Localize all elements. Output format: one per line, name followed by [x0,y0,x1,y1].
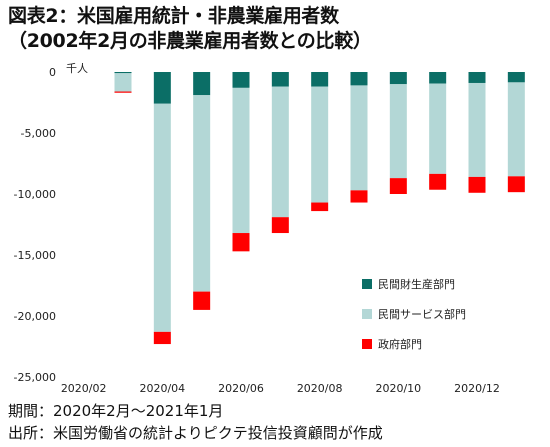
y-tick-label: -10,000 [14,188,56,201]
legend-label: 民間財生産部門 [378,277,455,291]
bar-segment-goods [429,72,447,84]
stacked-bar-chart: 0 -5,000 -10,000 -15,000 -20,000 -25,000 2020… [14,66,525,395]
period-note: 期間：2020年2月～2021年1月 [8,402,224,420]
bar-segment-government [507,176,525,193]
bar-segment-services [311,86,329,203]
x-tick-label: 2020/06 [218,382,264,395]
legend-swatch [362,309,372,319]
footer: 期間：2020年2月～2021年1月 出所：米国労働省の統計よりピクテ投信投資顧… [8,400,383,444]
bar-segment-services [271,86,289,218]
y-tick-label: 0 [49,66,56,79]
bar-segment-government [429,173,447,190]
bar-segment-services [232,87,250,234]
bar-segment-services [193,95,211,292]
bar-segment-goods [193,72,211,96]
bar-segment-services [507,82,525,177]
bar-segment-services [468,82,486,177]
bar-segment-government [271,217,289,234]
bar-segment-government [114,91,132,93]
bar-segment-goods [271,72,289,87]
bar-segment-goods [232,72,250,88]
legend-swatch [362,339,372,349]
bar-segment-goods [311,72,329,87]
legend-label: 政府部門 [378,337,422,351]
bar-segment-goods [350,72,368,86]
y-tick-label: -25,000 [14,371,56,384]
unit-label: 千人 [66,62,88,75]
legend-swatch [362,279,372,289]
bar-segment-government [350,190,368,203]
bar-segment-goods [507,72,525,83]
bar-segment-government [468,176,486,193]
bar-segment-services [389,84,407,179]
bar-segment-goods [468,72,486,83]
y-axis: 0 -5,000 -10,000 -15,000 -20,000 -25,000 [14,66,56,384]
bars [114,72,525,345]
bar-segment-services [350,85,368,191]
chart-title: 図表2：米国雇用統計・非農業雇用者数 （2002年2月の非農業雇用者数との比較） [8,4,548,54]
bar-segment-government [311,202,329,212]
bar-segment-goods [114,72,132,74]
bar-segment-services [114,73,132,92]
y-tick-label: -15,000 [14,249,56,262]
y-tick-label: -20,000 [14,310,56,323]
bar-segment-government [153,331,171,345]
x-tick-label: 2020/08 [297,382,343,395]
bar-segment-goods [389,72,407,85]
bar-segment-government [193,291,211,310]
bar-segment-government [232,233,250,252]
source-note: 出所：米国労働省の統計よりピクテ投信投資顧問が作成 [8,424,383,442]
x-tick-label: 2020/12 [454,382,500,395]
y-tick-label: -5,000 [21,127,56,140]
x-tick-label: 2020/10 [375,382,421,395]
bar-segment-services [153,103,171,332]
x-tick-label: 2020/04 [139,382,185,395]
chart-title-line2: （2002年2月の非農業雇用者数との比較） [8,30,372,52]
chart-title-line1: 図表2：米国雇用統計・非農業雇用者数 [8,5,339,27]
bar-segment-services [429,83,447,174]
x-tick-label: 2020/02 [61,382,107,395]
legend-label: 民間サービス部門 [378,307,466,321]
x-axis: 2020/02 2020/04 2020/06 2020/08 2020/10 2020/… [61,382,500,395]
bar-segment-goods [153,72,171,104]
bar-segment-government [389,178,407,194]
